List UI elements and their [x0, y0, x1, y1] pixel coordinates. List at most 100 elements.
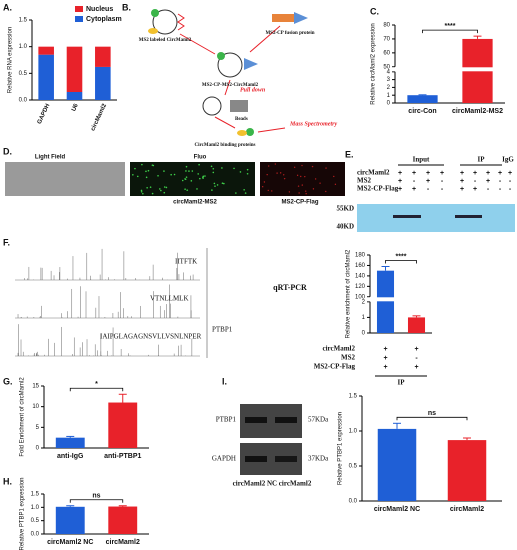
table-label: MS2 [341, 354, 356, 362]
fluo-dot [186, 189, 189, 191]
axis-break [366, 297, 436, 302]
fusion-protein [244, 58, 258, 70]
y-tick-label: 1.0 [349, 429, 358, 435]
fusion-protein [294, 12, 308, 24]
band-label: GAPDH [212, 455, 236, 463]
size-label: 57KDa [308, 416, 329, 424]
fluo-dot [134, 167, 136, 170]
marker: 55KD [337, 205, 355, 213]
band [455, 215, 469, 218]
fluo-dot [271, 190, 273, 192]
fluo-dot [266, 173, 268, 176]
fluo-dot [235, 192, 237, 194]
annotation: **** [396, 253, 407, 260]
fluo-dot [185, 176, 188, 178]
y-tick-label: 160 [355, 263, 366, 269]
row-label: circMaml2 [357, 169, 390, 177]
lane-sign: - [413, 178, 416, 185]
panel-label: C. [370, 6, 379, 16]
fluo-dot [136, 175, 139, 178]
lane-sign: + [460, 170, 464, 177]
significance-bracket [69, 499, 124, 503]
significance-bracket [396, 416, 468, 421]
y-tick-label: 1.0 [31, 505, 40, 511]
method: qRT-PCR [273, 283, 307, 292]
fluo-dot [263, 181, 266, 183]
panel-label: B. [122, 2, 131, 12]
bar [108, 402, 138, 448]
fluo-dot [184, 178, 186, 180]
fluo-dot [246, 172, 249, 175]
green-fluo-image [130, 162, 255, 196]
fluo-dot [149, 186, 152, 188]
fluo-dot [141, 163, 143, 166]
fluo-dot [216, 184, 219, 186]
fluo-dot [151, 192, 154, 195]
fluo-dot [151, 164, 154, 166]
fluo-dot [170, 173, 172, 176]
image-label: Light Field [35, 155, 66, 161]
fluo-dot [334, 183, 337, 186]
lane-sign: + [486, 178, 490, 185]
fluo-dot [333, 175, 335, 178]
axis-break [391, 67, 509, 72]
complex [202, 96, 222, 116]
y-tick-label: 1.0 [19, 44, 28, 50]
x-tick-label: anti-IgG [57, 453, 84, 460]
lane-sign: - [509, 178, 512, 185]
panel-label: H. [3, 476, 12, 486]
panel-label: G. [3, 376, 13, 386]
header: IgG [502, 156, 514, 164]
y-tick-label: 0 [362, 331, 366, 337]
marker: 40KD [337, 223, 355, 231]
band [275, 417, 297, 423]
diagram-label: CircMaml2 binding proteins [195, 143, 256, 148]
peptide: IITFTK [175, 258, 197, 266]
lane-sign: + [426, 178, 430, 185]
fluo-dot [173, 173, 176, 176]
fluo-dot [197, 173, 199, 175]
table-cell: + [414, 364, 418, 371]
fluo-dot [199, 177, 201, 180]
fluo-dot [165, 186, 168, 189]
lane-sign: - [487, 186, 490, 193]
y-tick-label: 0.5 [31, 518, 40, 524]
y-tick-label: 140 [355, 273, 366, 279]
fluo-dot [212, 167, 215, 170]
fusion-protein [272, 14, 294, 22]
panel-label: E. [345, 149, 354, 159]
header: IP [478, 156, 486, 164]
fluo-dot [142, 192, 144, 195]
ms2-tag [151, 9, 159, 17]
table-cell: + [383, 355, 387, 362]
protein: PTBP1 [212, 326, 233, 334]
fluo-dot [246, 168, 249, 171]
fluo-dot [221, 182, 224, 185]
y-tick-label: 1.5 [349, 394, 358, 400]
legend-swatch [75, 16, 83, 22]
y-tick-label: 3 [387, 77, 391, 83]
lane-sign: - [499, 178, 502, 185]
fluo-dot [181, 179, 184, 182]
fluo-dot [146, 186, 148, 189]
fluo-dot [185, 170, 187, 172]
significance-bracket [69, 387, 124, 392]
annotation: ns [92, 493, 100, 500]
bar-segment [38, 54, 54, 100]
fluo-dot [202, 177, 204, 179]
significance-bracket [385, 260, 417, 264]
row-label: MS2 [357, 177, 372, 185]
lane-sign: - [509, 186, 512, 193]
table-cell: + [383, 346, 387, 353]
panel-label: A. [3, 2, 12, 12]
y-tick-label: 0.0 [19, 98, 28, 104]
circ-rna [152, 9, 178, 35]
y-tick-label: 70 [383, 37, 390, 43]
panel-label: F. [3, 237, 10, 247]
y-tick-label: 1.5 [31, 492, 40, 498]
x-tick-label: U6 [71, 102, 80, 112]
fluo-dot [276, 172, 278, 174]
y-tick-label: 0.0 [31, 532, 40, 538]
fluo-dot [198, 163, 200, 166]
